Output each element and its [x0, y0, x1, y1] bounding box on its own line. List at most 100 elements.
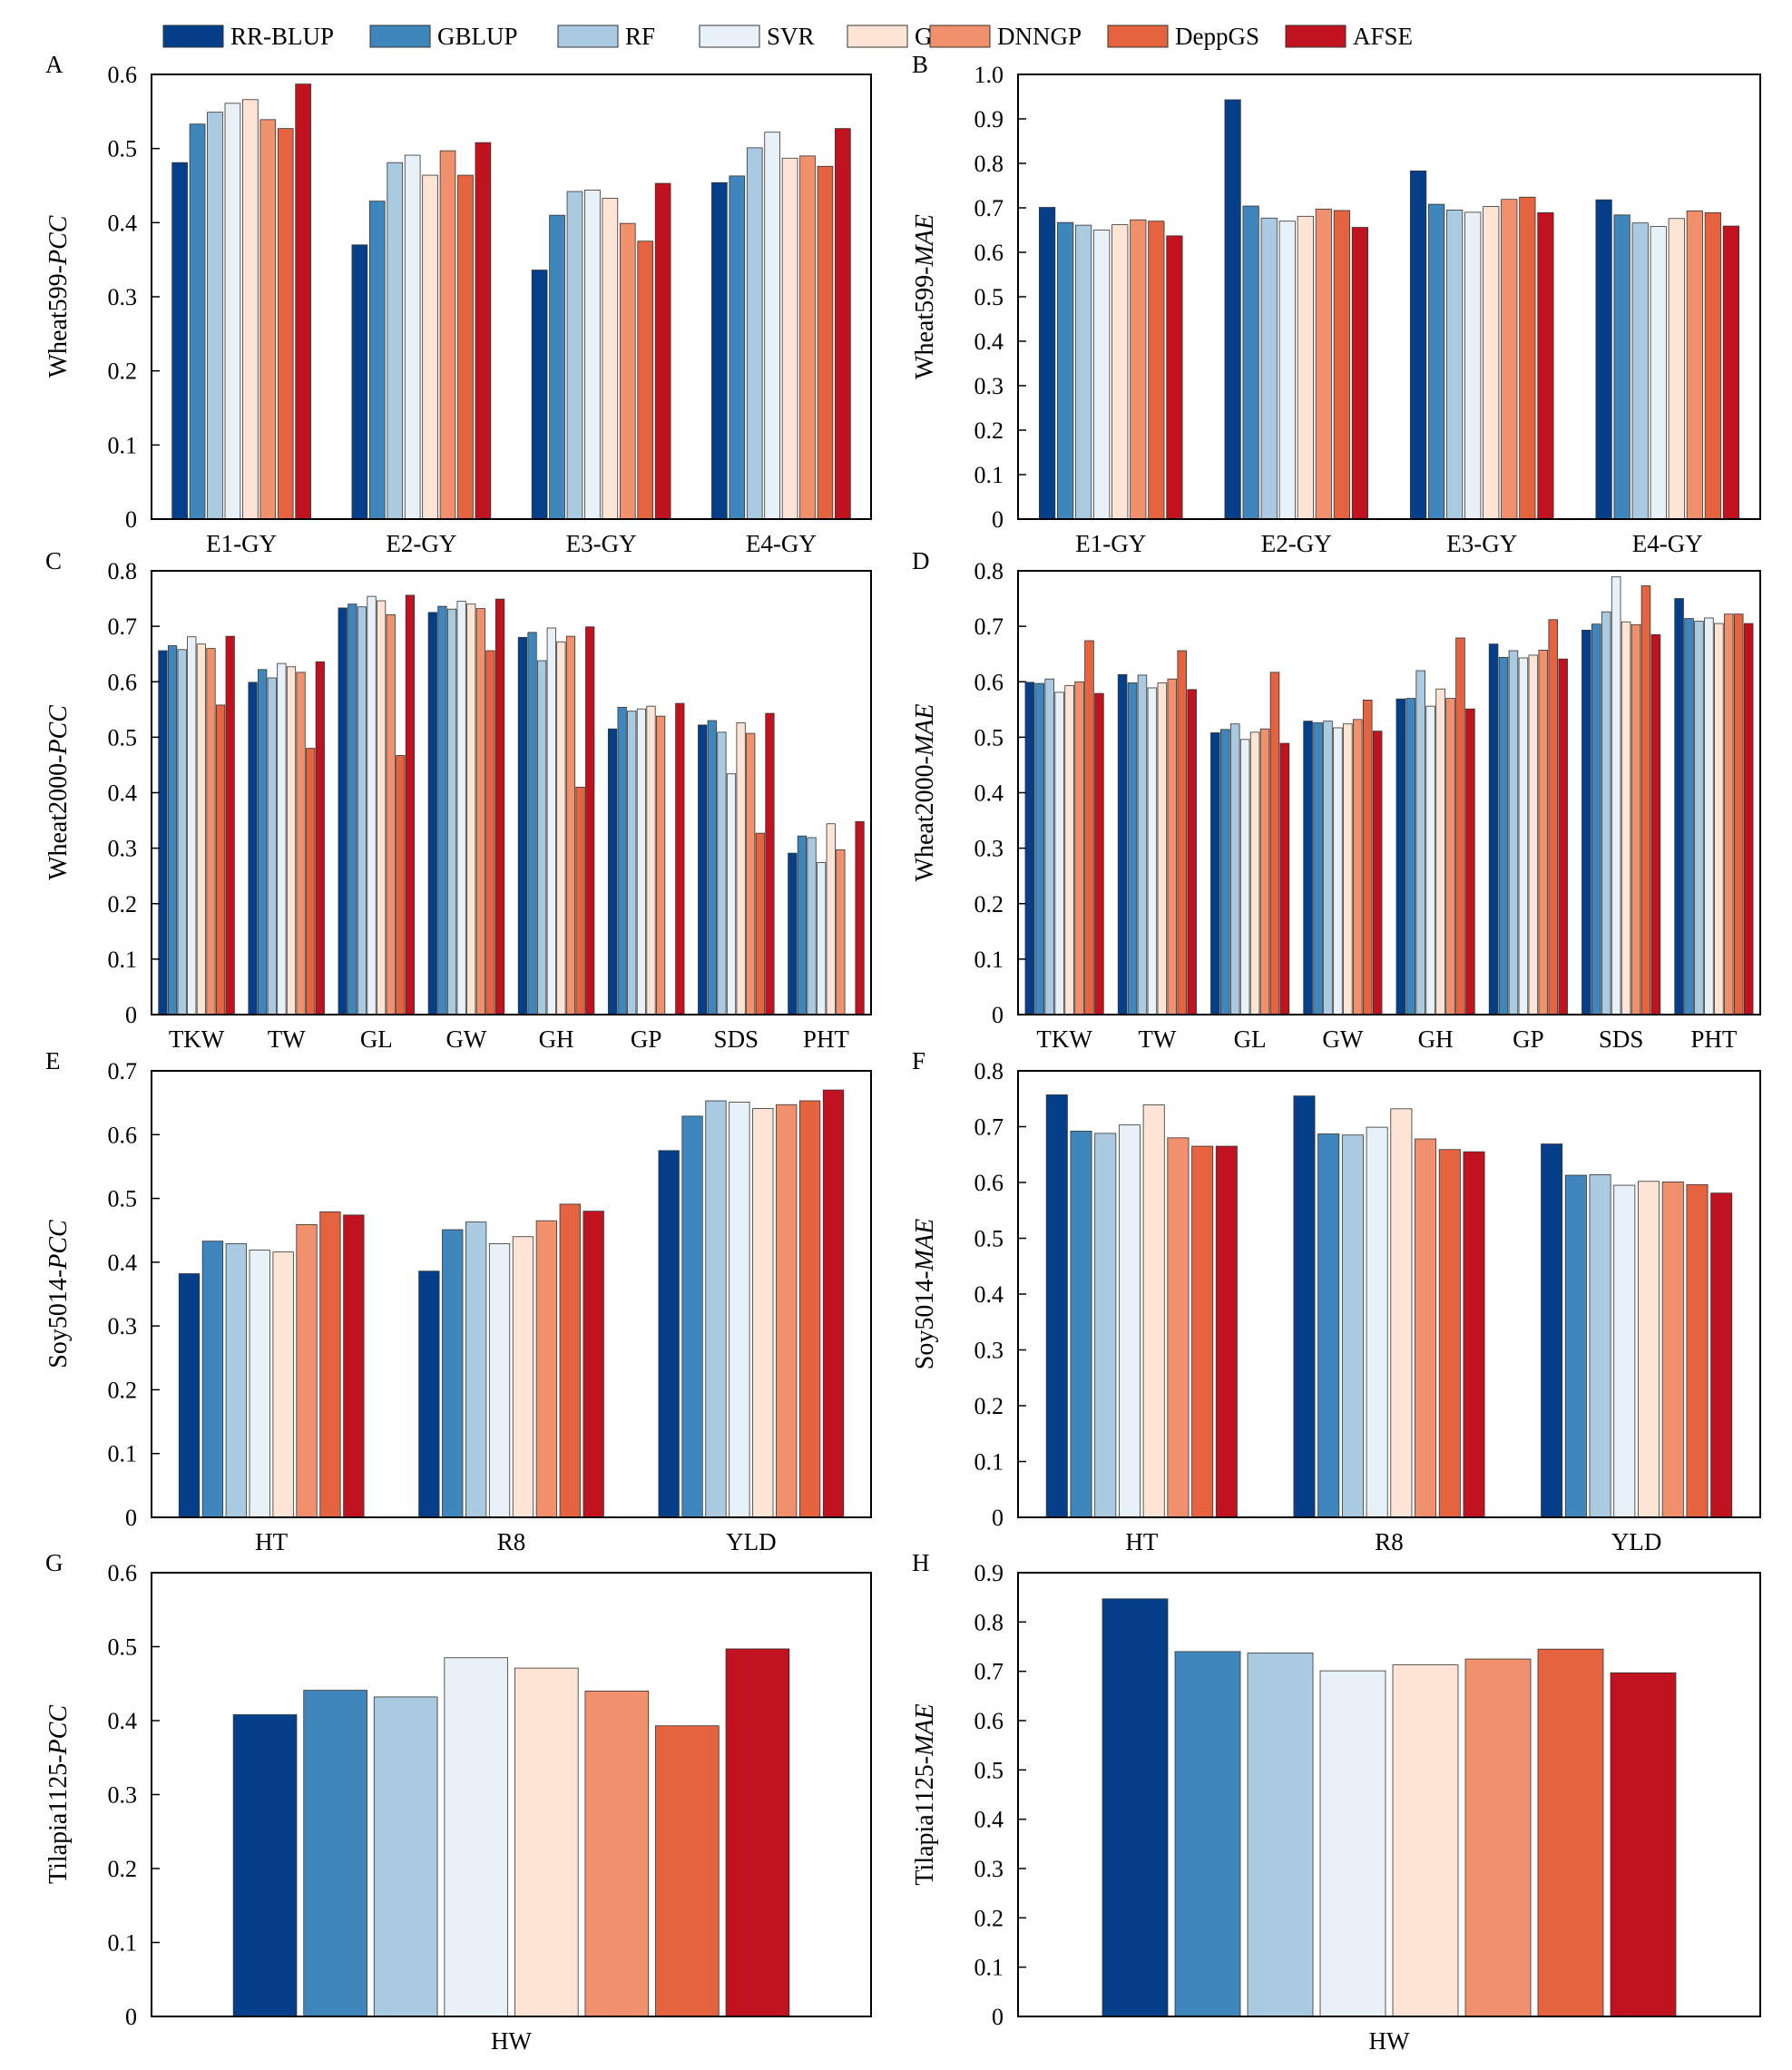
bar-dnngp — [1724, 613, 1734, 1015]
y-tick-label: 0.3 — [108, 284, 138, 310]
y-tick-label: 0.7 — [108, 1058, 138, 1084]
bar-gblup — [167, 645, 178, 1015]
bar-dnngp — [1501, 199, 1518, 520]
bar-deppgs — [1537, 1648, 1604, 2017]
x-tick-label: R8 — [1375, 1528, 1404, 1555]
y-tick-label: 0.7 — [974, 195, 1004, 221]
legend-item: RF — [557, 23, 655, 50]
bar-rf — [705, 1100, 727, 1518]
bar-afse — [1094, 692, 1104, 1015]
bar-afse — [1610, 1672, 1677, 2017]
legend-label: DNNGP — [997, 23, 1082, 50]
x-tick-label: YLD — [726, 1528, 777, 1555]
bar-gblup — [1242, 205, 1259, 520]
bar-svr — [404, 154, 421, 520]
bar-dnngp — [836, 849, 846, 1015]
bar-svr — [1093, 230, 1111, 520]
bar-gblup — [258, 669, 268, 1015]
panel-E: HT R8 YLD 0 0.1 0.2 0.3 0.4 0.5 0.6 0.7 Soy5014-PCC… — [44, 1047, 872, 1555]
bar-dnngp — [1538, 650, 1549, 1015]
bar-gbr — [466, 603, 476, 1015]
bar-gblup — [797, 835, 808, 1015]
x-tick-label: TW — [1138, 1025, 1176, 1053]
bar-deppgs — [1084, 640, 1094, 1015]
bar-gblup — [1684, 618, 1694, 1015]
bar-afse — [1465, 708, 1475, 1015]
legend-swatch — [1107, 25, 1169, 48]
bar-rf — [1631, 222, 1649, 520]
y-axis-label-dataset: Wheat599- — [911, 267, 939, 379]
y-axis-label: Wheat2000-PCC — [44, 705, 73, 880]
bar-rf — [1229, 723, 1240, 1015]
y-tick-label: 0.1 — [108, 1441, 138, 1467]
y-tick-label: 0.4 — [108, 1708, 138, 1734]
x-tick-label: GW — [446, 1025, 486, 1053]
legend-label: SVR — [767, 23, 815, 50]
bar-dnngp — [1445, 698, 1455, 1015]
legend-item: AFSE — [1285, 23, 1413, 50]
panel-label: C — [45, 547, 62, 574]
bar-gbr — [422, 174, 438, 520]
bar-dnngp — [746, 732, 756, 1015]
y-tick-label: 0.2 — [974, 891, 1004, 917]
y-tick-label: 0.1 — [974, 462, 1004, 488]
bar-gbr — [1638, 1181, 1660, 1518]
bar-deppgs — [1333, 210, 1350, 520]
bar-afse — [725, 1648, 790, 2017]
bar-gbr — [272, 1251, 294, 1518]
legend-swatch — [162, 25, 224, 48]
bar-rf — [717, 731, 727, 1015]
x-tick-label: E4-GY — [1632, 530, 1703, 557]
bar-afse — [405, 594, 416, 1015]
bar-gblup — [1428, 203, 1445, 520]
y-tick-label: 0.2 — [974, 1905, 1004, 1931]
bar-afse — [1279, 742, 1290, 1015]
bar-rf — [1589, 1173, 1611, 1518]
bar-rr-blup — [1293, 1095, 1316, 1518]
bar-dnngp — [1630, 623, 1641, 1015]
bar-rr-blup — [658, 1150, 680, 1518]
bar-gbr — [1621, 621, 1631, 1015]
bar-dnngp — [1130, 219, 1147, 520]
bar-gblup — [1591, 623, 1601, 1015]
bar-afse — [675, 702, 685, 1015]
bar-svr — [1054, 692, 1064, 1015]
x-tick-label: E4-GY — [746, 530, 817, 557]
panel-G: HW 0 0.1 0.2 0.3 0.4 0.5 0.6 Tilapia1125-PCC G — [44, 1549, 872, 2055]
bar-gblup — [1498, 656, 1509, 1015]
panel-label: E — [45, 1047, 61, 1074]
bar-svr — [1464, 211, 1482, 520]
y-tick-label: 0.5 — [108, 136, 138, 162]
bar-gblup — [729, 175, 746, 520]
y-tick-label: 0.3 — [974, 373, 1004, 399]
y-tick-label: 0.8 — [108, 558, 138, 584]
bar-gbr — [556, 641, 566, 1015]
x-tick-label: SDS — [714, 1025, 759, 1053]
bar-deppgs — [1191, 1145, 1214, 1518]
legend-label: RR-BLUP — [230, 23, 334, 50]
y-tick-label: 0.1 — [108, 1930, 138, 1957]
y-tick-label: 0.2 — [108, 891, 138, 917]
y-tick-label: 0 — [992, 506, 1004, 533]
bar-rf — [1044, 678, 1054, 1015]
y-tick-label: 0.6 — [108, 1122, 138, 1148]
y-tick-label: 0.3 — [108, 1313, 138, 1339]
bar-deppgs — [215, 704, 226, 1015]
bar-deppgs — [277, 128, 294, 520]
y-tick-label: 0.6 — [974, 1708, 1004, 1734]
bar-dnngp — [565, 635, 576, 1015]
bar-rf — [1247, 1653, 1314, 2017]
bar-afse — [495, 598, 505, 1015]
x-tick-label: GH — [1418, 1025, 1454, 1053]
bar-dnngp — [776, 1104, 798, 1518]
y-tick-label: 0.4 — [974, 329, 1004, 355]
bar-gblup — [1317, 1133, 1340, 1518]
x-tick-label: PHT — [803, 1025, 850, 1053]
bar-rr-blup — [517, 636, 528, 1015]
bar-dnngp — [619, 222, 636, 520]
bar-rf — [1694, 621, 1704, 1015]
bar-rf — [566, 191, 583, 520]
bar-rf — [267, 677, 277, 1015]
bar-dnngp — [475, 608, 485, 1015]
bar-rf — [1446, 210, 1464, 520]
